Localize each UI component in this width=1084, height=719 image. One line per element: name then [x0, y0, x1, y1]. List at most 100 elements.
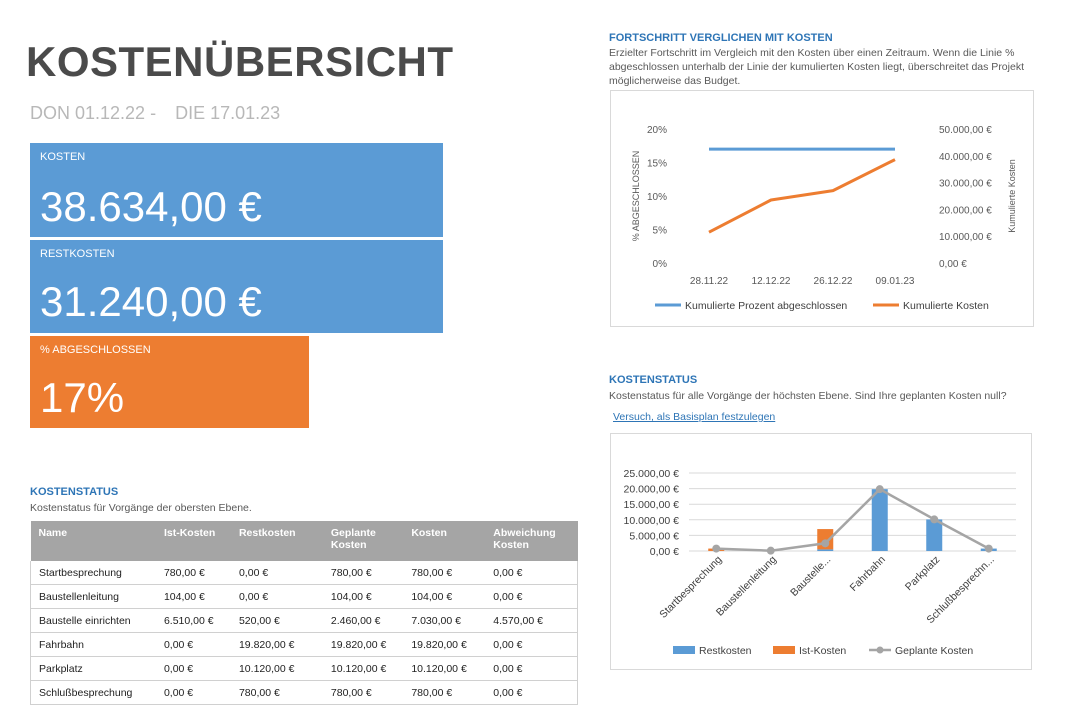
y-right-tick-label: 10.000,00 € — [939, 232, 992, 243]
status-chart-container: 25.000,00 € 20.000,00 € 15.000,00 € 10.000,… — [610, 433, 1032, 670]
table-cell: Startbesprechung — [29, 561, 156, 585]
progress-subtitle-line-1: Erzielter Fortschritt im Vergleich mit d… — [609, 47, 1015, 59]
date-end: DIE 17.01.23 — [175, 103, 281, 123]
baseline-link[interactable]: Versuch, als Basisplan festzulegen — [613, 411, 776, 423]
column-header: Name — [30, 521, 156, 561]
y-left-tick-label: 15% — [647, 159, 667, 170]
date-range: DON 01.12.22 - DIE 17.01.23 — [30, 103, 294, 124]
table-cell: 10.120,00 € — [322, 656, 404, 681]
progress-chart: 20% 15% 10% 5% 0% 50.000,00 € 40.000,00 € 30.00… — [631, 125, 1017, 312]
table-cell: 0,00 € — [230, 584, 323, 609]
table-row: Startbesprechung 780,00 €0,00 €780,00 €78… — [29, 561, 579, 585]
bar — [817, 549, 834, 551]
table-cell: 0,00 € — [155, 632, 231, 657]
table-cell: 780,00 € — [322, 680, 404, 705]
x-tick-label: 09.01.23 — [876, 276, 915, 287]
table-cell: 780,00 € — [230, 680, 323, 705]
progress-section-subtitle: Erzielter Fortschritt im Vergleich mit d… — [609, 46, 1069, 88]
column-header: Abweichung Kosten — [485, 521, 578, 561]
y-tick-label: 15.000,00 € — [624, 499, 680, 511]
table-row: Fahrbahn 0,00 €19.820,00 €19.820,00 €19.8… — [29, 632, 579, 657]
series-point — [984, 544, 993, 553]
y-left-axis-label: % ABGESCHLOSSEN — [631, 151, 641, 242]
table-section-title: KOSTENSTATUS — [30, 486, 119, 498]
legend-swatch — [773, 646, 795, 654]
progress-subtitle-line-3: möglicherweise das Budget. — [609, 75, 741, 87]
table-header-row: Name Ist-Kosten Restkosten Geplante Kosten K… — [30, 521, 578, 561]
status-chart: 25.000,00 € 20.000,00 € 15.000,00 € 10.000,… — [624, 468, 1016, 657]
table-row: Parkplatz 0,00 €10.120,00 €10.120,00 €10.… — [29, 656, 579, 681]
x-tick-label: 28.11.22 — [690, 276, 729, 287]
restkosten-value: 31.240,00 € — [40, 278, 262, 325]
column-header: Geplante Kosten — [322, 521, 404, 561]
column-header: Ist-Kosten — [155, 521, 231, 561]
table-cell: 780,00 € — [155, 561, 231, 585]
table-cell: 0,00 € — [485, 561, 579, 585]
y-right-tick-label: 20.000,00 € — [939, 205, 992, 216]
series-point — [875, 485, 884, 494]
table-cell: 0,00 € — [485, 680, 579, 705]
table-cell: 19.820,00 € — [322, 632, 404, 657]
y-right-tick-label: 30.000,00 € — [939, 179, 992, 190]
table-cell: 780,00 € — [403, 680, 486, 705]
table-cell: 0,00 € — [485, 584, 579, 609]
restkosten-tile: RESTKOSTEN 31.240,00 € — [30, 240, 443, 333]
table-cell: 780,00 € — [403, 561, 486, 585]
y-right-tick-label: 0,00 € — [939, 259, 967, 270]
date-start: DON 01.12.22 - — [30, 103, 157, 123]
table-cell: 0,00 € — [155, 680, 231, 705]
table-cell: 0,00 € — [485, 656, 579, 681]
table-cell: Baustelle einrichten — [29, 608, 156, 633]
table-cell: 520,00 € — [230, 608, 323, 633]
y-tick-label: 5.000,00 € — [629, 530, 679, 542]
series-line — [708, 158, 896, 234]
kosten-tile: KOSTEN 38.634,00 € — [30, 143, 443, 237]
y-left-tick-label: 0% — [653, 259, 668, 270]
table-cell: 6.510,00 € — [155, 608, 231, 633]
series-line — [716, 487, 990, 552]
abgeschlossen-value: 17% — [40, 374, 125, 421]
table-cell: 0,00 € — [230, 561, 323, 585]
x-tick-label: Baustelle... — [788, 554, 833, 599]
x-tick-label: 26.12.22 — [814, 276, 853, 287]
y-left-tick-label: 5% — [653, 226, 668, 237]
table-row: Baustellenleitung 104,00 €0,00 €104,00 €1… — [29, 584, 579, 609]
x-tick-label: 12.12.22 — [752, 276, 791, 287]
table-section-subtitle: Kostenstatus für Vorgänge der obersten E… — [30, 502, 252, 514]
table-row: Schlußbesprechung 0,00 €780,00 €780,00 €7… — [29, 680, 579, 705]
table-cell: 104,00 € — [403, 584, 486, 609]
table-cell: 19.820,00 € — [230, 632, 323, 657]
series-point — [766, 546, 775, 555]
y-tick-label: 10.000,00 € — [624, 515, 680, 527]
table-cell: 104,00 € — [155, 584, 231, 609]
y-left-tick-label: 20% — [647, 125, 667, 136]
table-cell: 19.820,00 € — [403, 632, 486, 657]
y-right-tick-label: 40.000,00 € — [939, 152, 992, 163]
y-tick-label: 0,00 € — [650, 546, 679, 558]
status-section-subtitle: Kostenstatus für alle Vorgänge der höchs… — [609, 390, 1007, 402]
kosten-label: KOSTEN — [40, 151, 86, 163]
y-tick-label: 25.000,00 € — [624, 468, 680, 480]
y-right-axis-label: Kumulierte Kosten — [1007, 159, 1017, 233]
legend-label: Kumulierte Prozent abgeschlossen — [685, 300, 847, 312]
table-cell: 7.030,00 € — [403, 608, 486, 633]
y-left-tick-label: 10% — [647, 192, 667, 203]
table-cell: 10.120,00 € — [230, 656, 323, 681]
table-body: Startbesprechung 780,00 €0,00 €780,00 €78… — [29, 561, 579, 705]
table-cell: 4.570,00 € — [485, 608, 579, 633]
bar — [926, 519, 943, 551]
bar — [871, 489, 888, 551]
x-tick-label: Baustellenleitung — [714, 554, 779, 619]
legend-label: Geplante Kosten — [895, 645, 973, 657]
x-tick-label: Parkplatz — [903, 554, 942, 593]
page-title: KOSTENÜBERSICHT — [26, 38, 454, 85]
y-tick-label: 20.000,00 € — [624, 484, 680, 496]
progress-subtitle-line-2: abgeschlossen unterhalb der Linie der ku… — [609, 61, 1024, 73]
column-header: Restkosten — [230, 521, 323, 561]
abgeschlossen-tile: % ABGESCHLOSSEN 17% — [30, 336, 309, 428]
column-header: Kosten — [403, 521, 486, 561]
table-cell: 0,00 € — [485, 632, 579, 657]
y-right-tick-label: 50.000,00 € — [939, 125, 992, 136]
series-point — [930, 515, 939, 524]
table-cell: Fahrbahn — [29, 632, 156, 657]
